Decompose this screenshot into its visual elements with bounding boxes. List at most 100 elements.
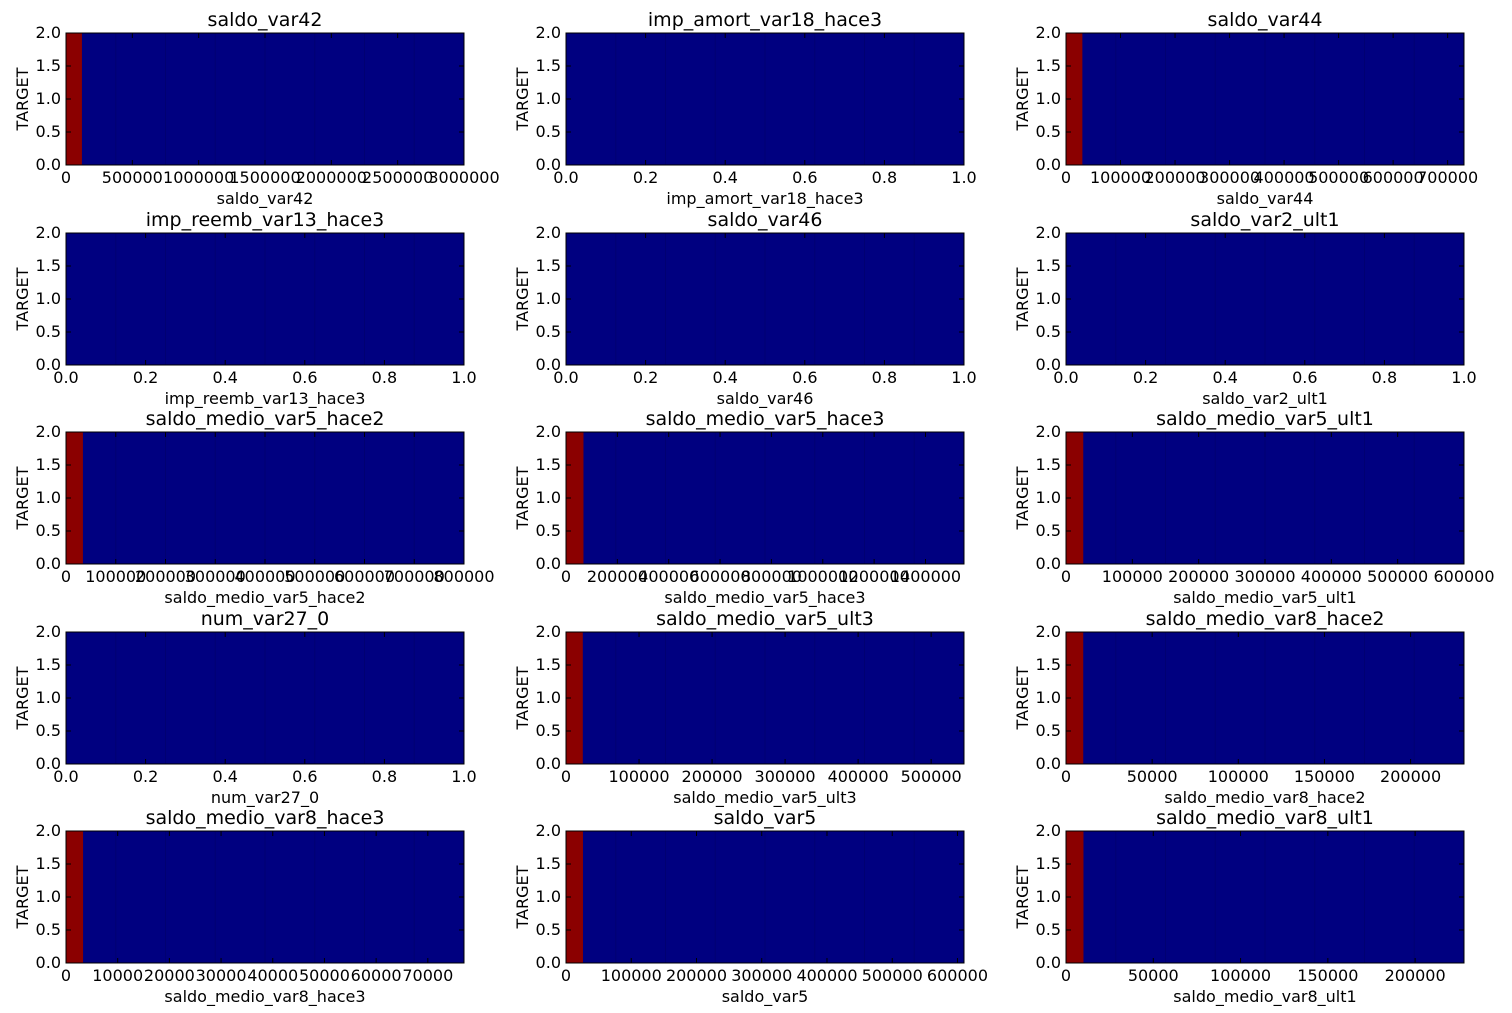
x-tick-label: 0: [561, 966, 571, 985]
y-tick-label: 2.0: [1036, 622, 1061, 641]
y-tick-label: 1.5: [536, 854, 561, 873]
x-tick-label: 200000: [682, 767, 743, 786]
y-tick-label: 1.0: [36, 289, 61, 308]
y-tick-label: 1.5: [536, 655, 561, 674]
y-tick-label: 1.5: [536, 256, 561, 275]
x-tick-label: 100000: [85, 567, 146, 586]
x-tick-label: 400000: [234, 567, 295, 586]
x-tick-label: 0: [561, 767, 571, 786]
x-tick-label: 100000: [1102, 567, 1163, 586]
subplot-5: 0.0 0.2 0.4 0.6 0.8 1.0 0.0 0.5 1.0 1.5 2.0 saldo_v…: [513, 209, 977, 409]
x-tick-label: 300000: [731, 966, 792, 985]
y-tick-label: 1.0: [1036, 488, 1061, 507]
x-tick-label: 0.2: [633, 368, 658, 387]
y-tick-label: 0.0: [36, 554, 61, 573]
y-tick-label: 1.0: [36, 89, 61, 108]
y-tick-label: 1.0: [1036, 89, 1061, 108]
x-tick-label: 300000: [755, 767, 816, 786]
x-tick-label: 600000: [1363, 168, 1424, 187]
x-tick-label: 400000: [638, 567, 699, 586]
y-axis-label: TARGET: [13, 466, 32, 530]
x-tick-label: 0.8: [872, 368, 897, 387]
subplot-12: 0 50000 100000 150000 200000 0.0 0.5 1.0 1.5 2.0 s…: [1013, 608, 1465, 808]
x-tick-label: 1.0: [451, 767, 476, 786]
y-tick-label: 0.5: [36, 721, 61, 740]
subplot-1: 0 500000 100000015000002000000250000030000…: [13, 9, 500, 209]
y-axis-label: TARGET: [1013, 666, 1032, 730]
x-tick-label: 0.6: [792, 368, 817, 387]
x-tick-label: 700000: [384, 567, 445, 586]
y-tick-label: 0.5: [1036, 721, 1061, 740]
y-tick-label: 2.0: [36, 622, 61, 641]
chart-title: saldo_var46: [708, 209, 823, 231]
y-tick-label: 0.0: [36, 155, 61, 174]
y-tick-label: 2.0: [536, 821, 561, 840]
x-tick-label: 200000: [135, 567, 196, 586]
x-tick-label: 0.8: [1372, 368, 1397, 387]
y-tick-label: 1.0: [1036, 289, 1061, 308]
y-tick-label: 2.0: [536, 23, 561, 42]
y-tick-label: 1.5: [1036, 455, 1061, 474]
x-tick-label: 400000: [1301, 567, 1362, 586]
x-tick-label: 0.2: [133, 767, 158, 786]
subplot-15: 0 50000 100000 150000 200000 0.0 0.5 1.0 1.5 2.0 s…: [1013, 807, 1465, 1007]
y-tick-label: 1.0: [36, 887, 61, 906]
y-axis-label: TARGET: [513, 466, 532, 530]
heatmap-background-cells: [1066, 233, 1464, 365]
x-tick-label: 200000: [587, 567, 648, 586]
y-tick-label: 0.0: [1036, 953, 1061, 972]
y-tick-label: 0.0: [1036, 754, 1061, 773]
x-tick-label: 10000: [92, 966, 143, 985]
subplot-7: 0 100000200000300000400000500000600000700…: [13, 408, 495, 608]
x-tick-label: 700000: [1417, 168, 1478, 187]
y-tick-label: 0.0: [536, 355, 561, 374]
subplot-8: 0 200000400000600000800000100000012000001…: [513, 408, 965, 608]
chart-title: saldo_medio_var8_ult1: [1156, 807, 1374, 829]
subplot-11: 0 100000 200000 300000 400000 500000 0.0 0.5 1.0…: [513, 608, 965, 808]
heatmap-background-cells: [66, 632, 464, 764]
x-tick-label: 0.0: [53, 767, 78, 786]
y-axis-label: TARGET: [513, 267, 532, 331]
x-axis-label: saldo_medio_var5_ult1: [1173, 588, 1356, 608]
y-tick-label: 2.0: [1036, 422, 1061, 441]
x-tick-label: 0.8: [872, 168, 897, 187]
y-tick-label: 0.0: [1036, 554, 1061, 573]
x-tick-label: 1.0: [1451, 368, 1476, 387]
y-tick-label: 0.5: [36, 322, 61, 341]
x-tick-label: 150000: [1297, 966, 1358, 985]
chart-title: saldo_var5: [714, 807, 817, 829]
chart-title: saldo_medio_var5_ult1: [1156, 408, 1374, 430]
x-tick-label: 0.0: [1053, 368, 1078, 387]
x-tick-label: 500000: [862, 966, 923, 985]
x-tick-label: 0: [1061, 567, 1071, 586]
heatmap-background-cells: [566, 33, 964, 165]
heatmap-background-cells: [66, 33, 464, 165]
x-tick-label: 0.6: [1292, 368, 1317, 387]
subplot-10: 0.0 0.2 0.4 0.6 0.8 1.0 0.0 0.5 1.0 1.5 2.0 num_var…: [13, 608, 477, 808]
subplot-9: 0 100000 200000 300000 400000 500000 600000 0.0…: [1013, 408, 1495, 608]
y-tick-label: 1.0: [536, 89, 561, 108]
x-tick-label: 1.0: [451, 368, 476, 387]
x-axis-label: saldo_medio_var5_hace2: [164, 588, 365, 608]
y-tick-label: 1.0: [536, 688, 561, 707]
x-tick-label: 0.4: [212, 368, 237, 387]
y-tick-label: 0.5: [536, 122, 561, 141]
y-axis-label: TARGET: [13, 666, 32, 730]
y-axis-label: TARGET: [13, 865, 32, 929]
y-tick-label: 1.5: [1036, 56, 1061, 75]
y-tick-label: 2.0: [1036, 223, 1061, 242]
y-tick-label: 1.5: [36, 455, 61, 474]
x-tick-label: 0.2: [633, 168, 658, 187]
x-tick-label: 400000: [1254, 168, 1315, 187]
y-axis-label: TARGET: [513, 865, 532, 929]
x-axis-label: saldo_medio_var5_hace3: [664, 588, 865, 608]
x-tick-label: 0.0: [553, 368, 578, 387]
y-tick-label: 1.5: [36, 655, 61, 674]
chart-title: saldo_medio_var5_ult3: [656, 608, 874, 630]
heatmap-background-cells: [1066, 632, 1464, 764]
y-tick-label: 2.0: [36, 422, 61, 441]
y-tick-label: 1.0: [36, 488, 61, 507]
subplot-14: 0 100000 200000 300000 400000 500000 600000 0.0…: [513, 807, 988, 1007]
x-tick-label: 100000: [608, 767, 669, 786]
